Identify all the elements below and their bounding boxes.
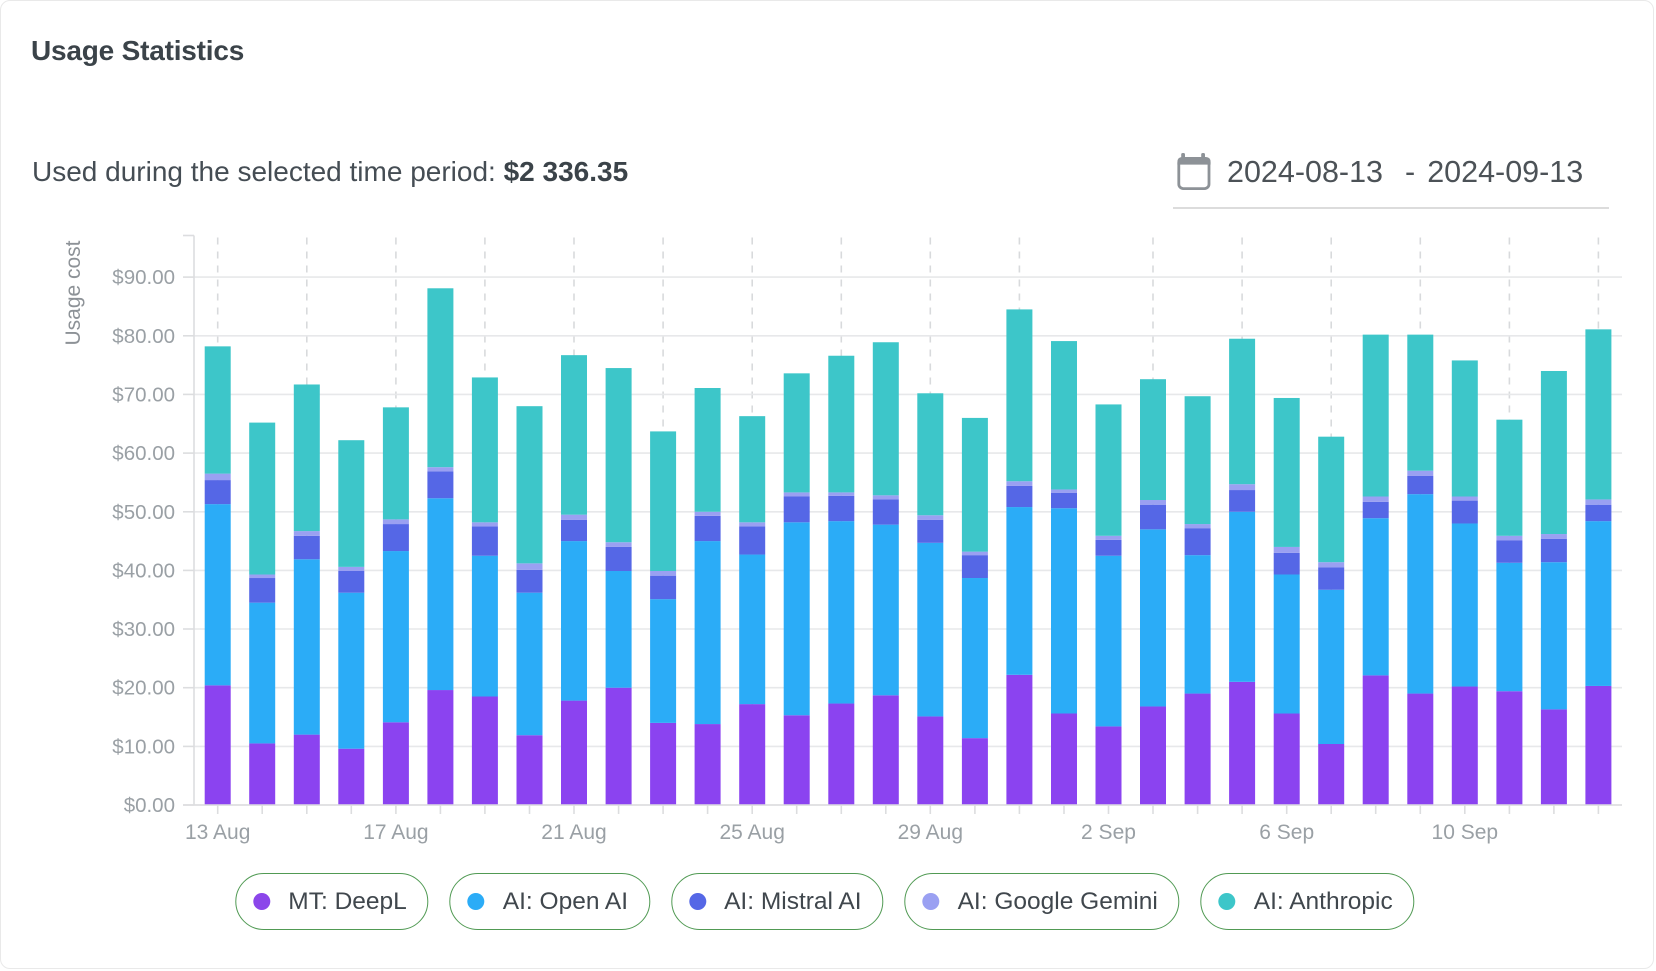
svg-text:29 Aug: 29 Aug: [898, 821, 963, 844]
svg-text:2 Sep: 2 Sep: [1081, 821, 1136, 844]
svg-text:17 Aug: 17 Aug: [363, 821, 428, 844]
svg-text:$90.00: $90.00: [112, 266, 175, 289]
svg-text:$40.00: $40.00: [112, 559, 175, 582]
svg-text:$80.00: $80.00: [112, 325, 175, 348]
svg-text:$20.00: $20.00: [112, 677, 175, 700]
svg-text:21 Aug: 21 Aug: [541, 821, 606, 844]
svg-text:13 Aug: 13 Aug: [185, 821, 250, 844]
svg-text:6 Sep: 6 Sep: [1259, 821, 1314, 844]
svg-text:$30.00: $30.00: [112, 618, 175, 641]
svg-text:$0.00: $0.00: [124, 794, 175, 817]
svg-text:$50.00: $50.00: [112, 501, 175, 524]
svg-text:$10.00: $10.00: [112, 735, 175, 758]
svg-text:Usage cost: Usage cost: [62, 240, 85, 345]
svg-text:$70.00: $70.00: [112, 383, 175, 406]
svg-text:$60.00: $60.00: [112, 442, 175, 465]
svg-text:10 Sep: 10 Sep: [1432, 821, 1499, 844]
svg-text:25 Aug: 25 Aug: [719, 821, 784, 844]
